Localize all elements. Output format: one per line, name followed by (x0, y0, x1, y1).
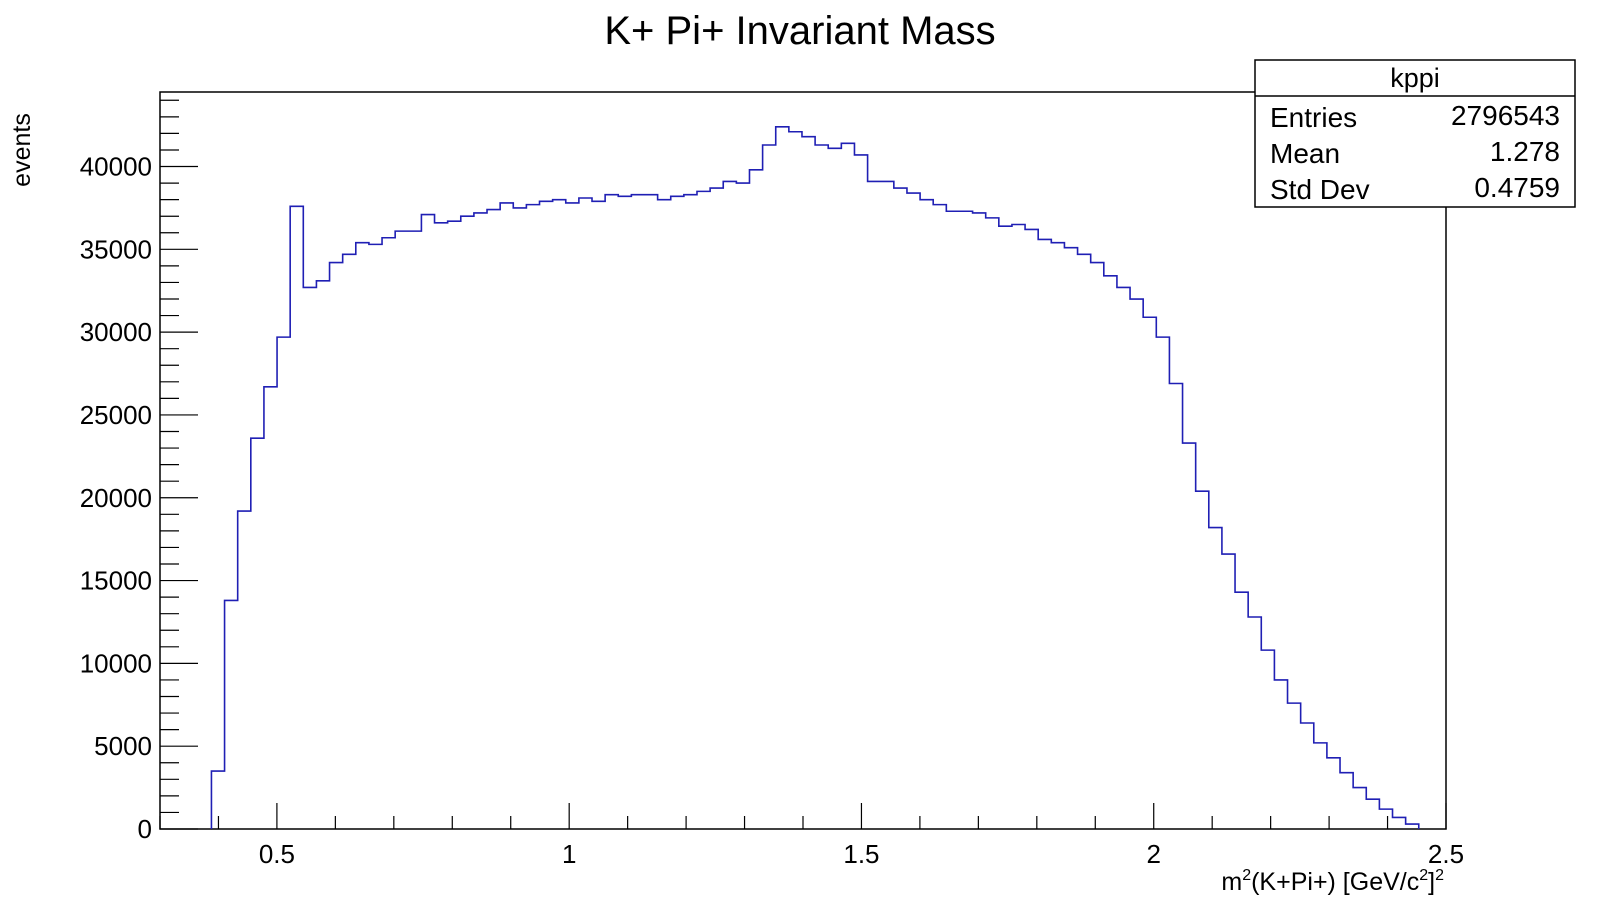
y-tick-label: 35000 (80, 234, 152, 264)
stats-stddev-label: Std Dev (1270, 174, 1370, 205)
stats-box-frame (1254, 59, 1576, 208)
y-axis-title: events (8, 113, 36, 187)
x-tick-label: 0.5 (259, 839, 295, 869)
plot-frame (159, 91, 1447, 830)
y-tick-label: 25000 (80, 400, 152, 430)
y-axis: 0 5000 10000 15000 20000 25000 30000 35000 40000 (80, 99, 198, 844)
y-tick-label: 5000 (94, 731, 152, 761)
stats-mean-label: Mean (1270, 138, 1340, 169)
x-tick-label: 1 (562, 839, 576, 869)
x-tick-label: 2 (1146, 839, 1160, 869)
x-tick-label: 1.5 (843, 839, 879, 869)
stats-box: kppi Entries 2796543 Mean 1.278 Std Dev … (1254, 59, 1576, 208)
y-tick-label: 30000 (80, 317, 152, 347)
stats-box-name: kppi (1390, 63, 1440, 93)
x-axis: 0.5 1 1.5 2 2.5 (159, 803, 1464, 869)
histogram-series (210, 125, 1420, 829)
chart-title: K+ Pi+ Invariant Mass (604, 9, 995, 53)
stats-mean-value: 1.278 (1490, 136, 1560, 167)
stats-entries-value: 2796543 (1451, 100, 1560, 131)
stats-stddev-value: 0.4759 (1474, 172, 1560, 203)
stats-entries-label: Entries (1270, 102, 1357, 133)
y-tick-label: 40000 (80, 152, 152, 182)
y-tick-label: 15000 (80, 566, 152, 596)
x-tick-label: 2.5 (1428, 839, 1464, 869)
y-tick-label: 20000 (80, 483, 152, 513)
x-axis-title: m2(K+Pi+) [GeV/c2]2 (1221, 867, 1444, 896)
y-tick-label: 0 (138, 814, 152, 844)
y-tick-label: 10000 (80, 648, 152, 678)
